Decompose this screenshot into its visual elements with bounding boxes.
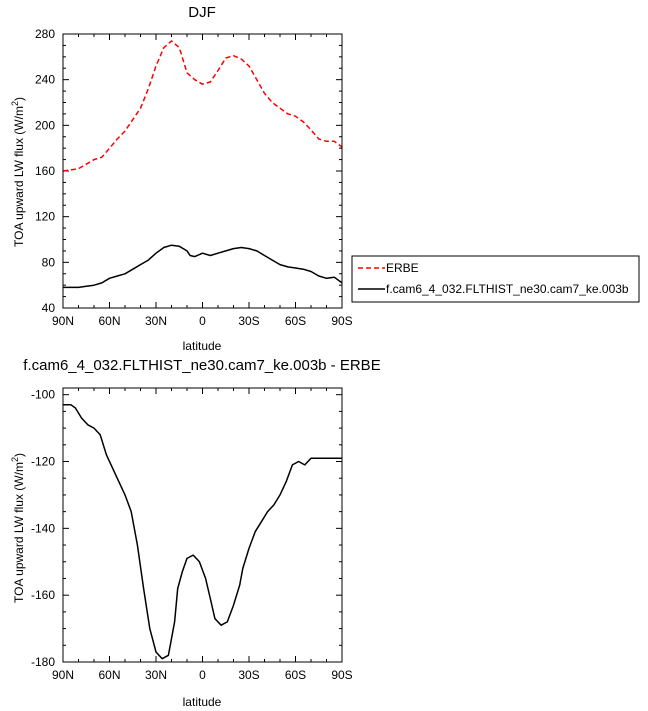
bottom-chart-frame (62, 387, 343, 663)
top-chart-y-tick-label: 240 (35, 73, 55, 87)
top-chart-x-tick-label: 30S (238, 314, 259, 328)
bottom-chart-ticks: 90N 60N 30N 0 30S 60S 90S -100 -120 -140 -160 -180 (31, 388, 353, 682)
bottom-chart-title: f.cam6_4_032.FLTHIST_ne30.cam7_ke.003b -… (23, 357, 380, 374)
top-chart-series (62, 40, 343, 289)
top-chart: DJF TOA upward LW flux (W/m2) latitude 9… (10, 4, 353, 353)
bottom-chart-x-tick-label: 90S (331, 668, 352, 682)
top-chart-series-line-1 (63, 244, 343, 289)
top-chart-y-tick-label: 120 (35, 210, 55, 224)
top-chart-y-tick-label: 280 (35, 27, 55, 41)
top-chart-y-tick-label: 200 (35, 118, 55, 132)
legend-label-model: f.cam6_4_032.FLTHIST_ne30.cam7_ke.003b (386, 282, 629, 296)
bottom-chart: f.cam6_4_032.FLTHIST_ne30.cam7_ke.003b -… (10, 357, 381, 709)
legend-label-erbe: ERBE (386, 261, 419, 275)
bottom-chart-y-tick-label: -100 (31, 388, 55, 402)
bottom-chart-x-tick-label: 90N (52, 668, 74, 682)
bottom-chart-series-line-0 (63, 403, 342, 660)
bottom-chart-y-tick-label: -160 (31, 588, 55, 602)
legend-box (351, 255, 640, 303)
top-chart-y-tick-label: 80 (42, 255, 56, 269)
bottom-chart-x-tick-label: 30S (238, 668, 259, 682)
top-chart-series-line-0 (62, 40, 343, 172)
top-chart-x-tick-label: 0 (199, 314, 206, 328)
top-chart-title: DJF (188, 4, 216, 21)
bottom-chart-x-tick-label: 0 (199, 668, 206, 682)
bottom-chart-x-tick-label: 30N (145, 668, 167, 682)
top-chart-x-tick-label: 90N (52, 314, 74, 328)
top-chart-x-tick-label: 90S (331, 314, 352, 328)
bottom-chart-x-tick-label: 60N (98, 668, 120, 682)
bottom-chart-series (63, 403, 342, 660)
top-chart-y-axis-label: TOA upward LW flux (W/m2) (10, 97, 26, 247)
top-chart-x-tick-label: 60S (285, 314, 306, 328)
top-chart-y-tick-label: 40 (42, 301, 56, 315)
top-chart-y-tick-label: 160 (35, 164, 55, 178)
top-chart-x-axis-label: latitude (183, 339, 222, 353)
legend: ERBE f.cam6_4_032.FLTHIST_ne30.cam7_ke.0… (351, 255, 640, 303)
bottom-chart-y-tick-label: -180 (31, 655, 55, 669)
top-chart-ticks: 90N 60N 30N 0 30S 60S 90S 40 80 120 160 200 240 280 (35, 27, 353, 328)
top-chart-frame (62, 33, 343, 309)
bottom-chart-y-axis-label: TOA upward LW flux (W/m2) (10, 453, 26, 603)
top-chart-x-tick-label: 60N (98, 314, 120, 328)
top-chart-x-tick-label: 30N (145, 314, 167, 328)
bottom-chart-y-tick-label: -140 (31, 521, 55, 535)
bottom-chart-x-axis-label: latitude (183, 695, 222, 709)
bottom-chart-x-tick-label: 60S (285, 668, 306, 682)
bottom-chart-y-tick-label: -120 (31, 455, 55, 469)
